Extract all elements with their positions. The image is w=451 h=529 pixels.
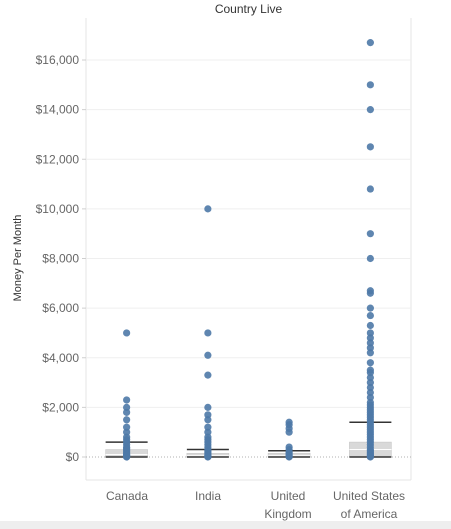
y-tick-label: $2,000 — [42, 400, 79, 414]
data-point — [366, 349, 374, 357]
data-point — [285, 443, 293, 451]
data-point — [366, 393, 374, 402]
y-tick-label: $12,000 — [36, 152, 80, 166]
data-point — [366, 329, 374, 337]
data-point — [366, 81, 374, 89]
data-point — [204, 351, 212, 359]
data-point — [366, 254, 374, 263]
data-point — [204, 423, 212, 431]
y-tick-label: $14,000 — [36, 103, 80, 117]
y-tick-label: $4,000 — [42, 351, 79, 365]
data-point — [204, 403, 212, 411]
data-point — [366, 106, 374, 114]
data-point — [123, 396, 131, 404]
x-tick-india: India — [194, 489, 222, 503]
data-point — [204, 411, 212, 419]
x-tick-canada: Canada — [105, 489, 149, 503]
data-point — [204, 371, 212, 379]
data-point — [123, 329, 131, 337]
data-point — [366, 339, 374, 347]
data-point — [366, 383, 374, 392]
data-point — [285, 418, 293, 426]
data-point — [204, 416, 212, 424]
data-point — [366, 304, 374, 312]
bottom-scrollbar-strip — [0, 521, 451, 529]
y-tick-label: $10,000 — [36, 202, 80, 216]
data-point — [204, 329, 212, 337]
y-tick-label: $16,000 — [36, 53, 80, 67]
data-point — [366, 334, 374, 342]
data-point — [123, 428, 131, 436]
data-point — [204, 428, 212, 436]
data-point — [366, 287, 374, 295]
data-point — [366, 359, 374, 367]
data-point — [123, 416, 131, 424]
data-point — [366, 366, 374, 374]
data-point — [366, 311, 374, 320]
data-point — [123, 403, 131, 411]
data-point — [123, 408, 131, 416]
chart-title: Country Live — [214, 2, 283, 16]
y-tick-label: $0 — [66, 450, 80, 464]
data-point — [204, 205, 212, 213]
data-point — [366, 388, 374, 397]
data-point — [123, 433, 131, 441]
data-point — [366, 321, 374, 330]
data-point — [366, 230, 374, 238]
y-tick-label: $6,000 — [42, 301, 79, 315]
data-point — [366, 39, 374, 47]
x-tick-united-states: United States of America — [332, 489, 406, 521]
data-point — [366, 185, 374, 193]
x-tick-united-kingdom: United Kingdom — [264, 489, 312, 521]
data-point — [366, 143, 374, 151]
data-point — [366, 398, 374, 407]
data-point — [366, 344, 374, 352]
data-point — [123, 423, 131, 431]
data-point — [204, 433, 212, 441]
data-point — [366, 378, 374, 387]
y-tick-label: $8,000 — [42, 252, 79, 266]
data-point — [366, 374, 374, 382]
